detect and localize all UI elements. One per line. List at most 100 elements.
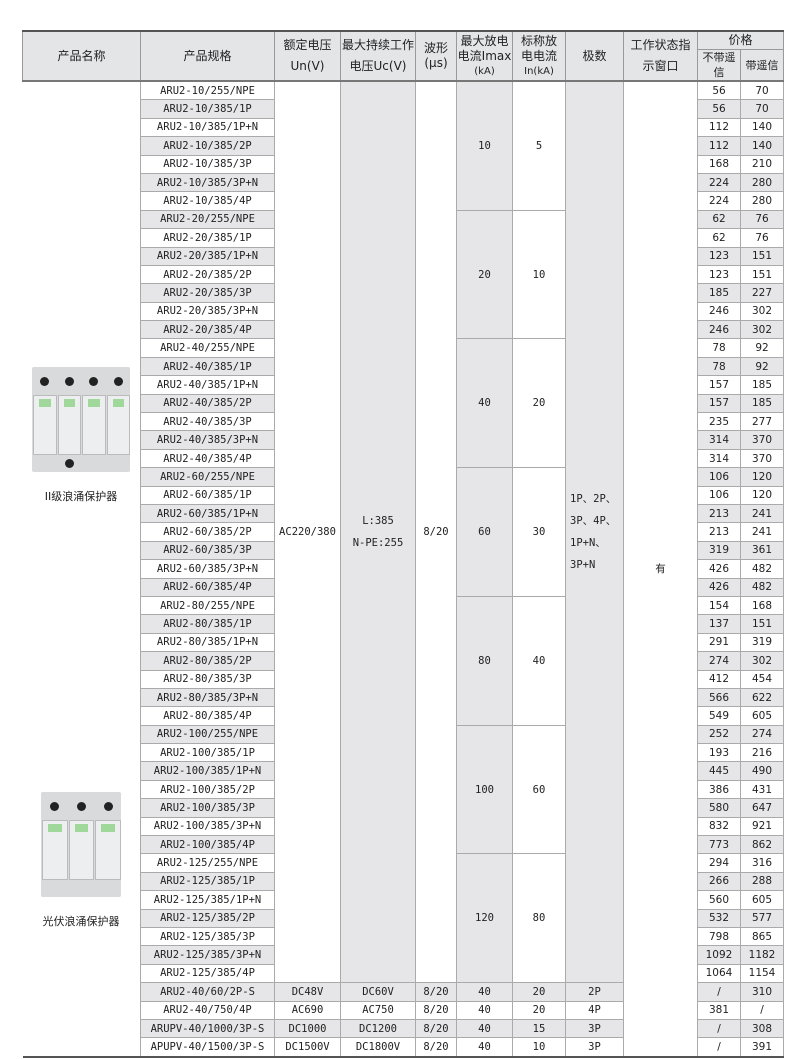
wave-cell: 8/20: [415, 1037, 457, 1058]
spec-cell: ARU2-125/385/3P+N: [140, 945, 275, 965]
table-row: ARU2-80/255/NPE 80 40 154 168: [23, 595, 785, 726]
price-remote-cell: 308: [739, 1018, 785, 1039]
col-status-line2: 示窗口: [642, 59, 679, 73]
price-remote-cell: 605: [739, 706, 785, 726]
table-row: ARU2-40/385/1P 78 92: [23, 356, 785, 377]
table-row: ARU2-125/255/NPE 120 80 294 316: [23, 853, 785, 984]
table-row: ARU2-40/255/NPE 40 20 78 92: [23, 338, 785, 469]
price-remote-cell: 92: [739, 338, 785, 358]
price-remote-cell: 274: [739, 724, 785, 745]
in-cell: 15: [512, 1018, 566, 1039]
price-no-remote-cell: 1064: [697, 963, 741, 984]
imax-cell: 20: [456, 209, 513, 340]
spec-cell: ARU2-80/385/3P: [140, 669, 275, 689]
col-in-line1: 标称放: [520, 33, 557, 48]
price-no-remote-cell: 224: [697, 172, 741, 193]
table-row: ARU2-100/385/1P+N 445 490: [23, 761, 785, 781]
price-remote-cell: 76: [739, 209, 785, 230]
spec-cell: ARU2-100/385/3P: [140, 798, 275, 818]
price-no-remote-cell: 154: [697, 595, 741, 616]
table-row: ARUPV-40/1000/3P-S DC1000 DC1200 8/20 40 15 3P…: [23, 1018, 785, 1039]
price-no-remote-cell: 314: [697, 448, 741, 469]
table-row: ARU2-100/385/4P 773 862: [23, 835, 785, 855]
price-no-remote-cell: 62: [697, 228, 741, 248]
price-no-remote-cell: 426: [697, 577, 741, 597]
price-remote-cell: 288: [739, 871, 785, 892]
un-cell: AC220/380: [274, 80, 341, 984]
price-no-remote-cell: 168: [697, 154, 741, 174]
table-row: ARU2-125/385/3P 798 865: [23, 926, 785, 947]
spec-cell: ARU2-80/385/4P: [140, 706, 275, 726]
spec-cell: ARU2-80/385/2P: [140, 651, 275, 671]
col-imax: 最大放电 电流Imax (kA): [456, 30, 513, 82]
spec-cell: ARU2-40/385/1P: [140, 356, 275, 377]
price-remote-cell: 120: [739, 467, 785, 487]
spec-cell: ARU2-60/385/3P+N: [140, 559, 275, 579]
spec-cell: ARU2-80/385/3P+N: [140, 687, 275, 708]
price-remote-cell: 168: [739, 595, 785, 616]
price-remote-cell: 431: [739, 779, 785, 800]
col-price-remote: 带遥信: [739, 49, 785, 82]
spec-cell: ARU2-100/385/2P: [140, 779, 275, 800]
spec-cell: ARU2-20/385/3P: [140, 283, 275, 303]
uc-cell: DC1800V: [340, 1037, 416, 1058]
imax-cell: 120: [456, 853, 513, 984]
price-remote-cell: 482: [739, 577, 785, 597]
price-no-remote-cell: 123: [697, 264, 741, 285]
imax-cell: 60: [456, 467, 513, 597]
spec-cell: ARU2-80/385/1P+N: [140, 632, 275, 653]
price-no-remote-cell: /: [697, 982, 741, 1002]
poles-line: 1P、2P、: [570, 493, 617, 506]
table-row: ARU2-20/385/4P 246 302: [23, 320, 785, 340]
col-product-name: 产品名称: [22, 30, 141, 82]
imax-cell: 40: [456, 1037, 513, 1058]
spec-cell: ARU2-10/385/1P: [140, 99, 275, 119]
product-label: II级浪涌保护器: [44, 490, 118, 503]
table-row: ARU2-10/385/3P 168 210: [23, 154, 785, 174]
price-remote-cell: 76: [739, 228, 785, 248]
col-in-line2: 电电流: [520, 48, 557, 63]
price-no-remote-cell: 157: [697, 393, 741, 414]
price-remote-cell: 151: [739, 264, 785, 285]
col-price: 价格: [696, 30, 785, 50]
spec-cell: ARU2-80/385/1P: [140, 614, 275, 634]
spec-cell: ARU2-40/60/2P-S: [140, 982, 275, 1002]
poles-line: 1P+N、: [570, 537, 606, 550]
price-no-remote-cell: 798: [697, 926, 741, 947]
poles-line: 3P、4P、: [570, 515, 617, 528]
spec-cell: ARU2-40/385/1P+N: [140, 375, 275, 395]
un-cell: DC1000: [274, 1018, 341, 1039]
spec-cell: ARU2-40/385/4P: [140, 448, 275, 469]
wave-cell: 8/20: [415, 80, 457, 984]
imax-cell: 10: [456, 80, 513, 211]
spec-cell: ARU2-10/255/NPE: [140, 80, 275, 101]
uc-cell: DC1200: [340, 1018, 416, 1039]
table-row: ARU2-125/385/2P 532 577: [23, 908, 785, 928]
table-row: ARU2-40/385/4P 314 370: [23, 448, 785, 469]
in-cell: 80: [512, 853, 566, 984]
table-row: ARU2-10/385/1P 56 70: [23, 99, 785, 119]
price-remote-cell: 241: [739, 522, 785, 542]
in-cell: 60: [512, 724, 566, 855]
price-remote-cell: 151: [739, 614, 785, 634]
spec-cell: APUPV-40/1500/3P-S: [140, 1037, 275, 1058]
price-no-remote-cell: 294: [697, 853, 741, 873]
price-remote-cell: 302: [739, 301, 785, 322]
spec-cell: ARU2-20/385/1P+N: [140, 246, 275, 266]
uc-cell: L:385 N-PE:255: [340, 80, 416, 984]
spec-cell: ARU2-10/385/2P: [140, 136, 275, 156]
price-no-remote-cell: 580: [697, 798, 741, 818]
price-no-remote-cell: 112: [697, 117, 741, 138]
status-cell: 有: [623, 80, 698, 1058]
spec-cell: ARU2-10/385/4P: [140, 191, 275, 211]
price-remote-cell: 302: [739, 320, 785, 340]
price-no-remote-cell: 319: [697, 540, 741, 561]
table-row: ARU2-60/385/2P 213 241: [23, 522, 785, 542]
product-2: 光伏浪涌保护器: [23, 792, 140, 929]
spec-cell: ARU2-100/385/4P: [140, 835, 275, 855]
uc-line1: L:385: [362, 515, 394, 528]
price-no-remote-cell: 224: [697, 191, 741, 211]
table-row: ARU2-60/255/NPE 60 30 106 120: [23, 467, 785, 597]
price-no-remote-cell: 445: [697, 761, 741, 781]
